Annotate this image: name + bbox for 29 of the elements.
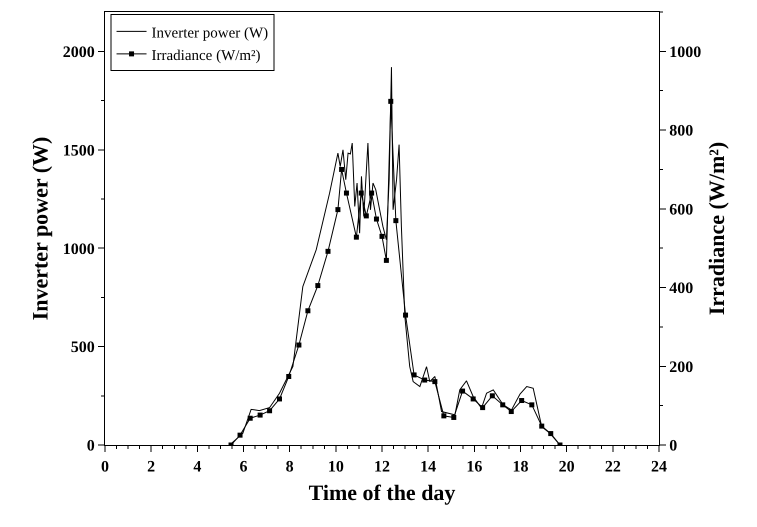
x-tick-label: 2: [147, 458, 156, 476]
x-tick-label: 12: [374, 458, 390, 476]
y-tick-label: 500: [70, 339, 95, 356]
x-tick-label: 0: [101, 458, 109, 476]
x-tick-label: 20: [558, 458, 575, 476]
y2-tick-label: 1000: [669, 44, 702, 61]
x-tick-label: 8: [286, 458, 294, 476]
y2-tick-label: 0: [669, 438, 678, 455]
y-tick-label: 1000: [62, 240, 95, 258]
y2-tick-label: 400: [669, 280, 694, 298]
legend-label: Inverter power (W): [152, 25, 268, 42]
y2-tick-label: 800: [669, 122, 694, 140]
y-tick-label: 2000: [62, 44, 95, 61]
x-tick-label: 4: [193, 458, 202, 476]
y-tick-label: 0: [86, 438, 95, 455]
x-axis-title: Time of the day: [308, 480, 456, 506]
y-axis-title: Inverter power (W): [28, 136, 52, 320]
x-tick-label: 18: [512, 458, 528, 476]
x-tick-label: 6: [240, 458, 248, 476]
x-tick-label: 16: [466, 458, 482, 476]
x-tick-label: 22: [604, 458, 621, 476]
x-tick-label: 10: [328, 458, 344, 476]
y2-tick-label: 600: [669, 201, 694, 218]
y-tick-label: 1500: [62, 142, 95, 160]
y2-tick-label: 200: [669, 358, 694, 376]
x-tick-label: 24: [651, 458, 667, 476]
x-tick-label: 14: [420, 458, 436, 476]
y2-axis-title: Irradiance (W/m²): [704, 142, 730, 316]
legend-label: Irradiance (W/m²): [152, 48, 261, 64]
